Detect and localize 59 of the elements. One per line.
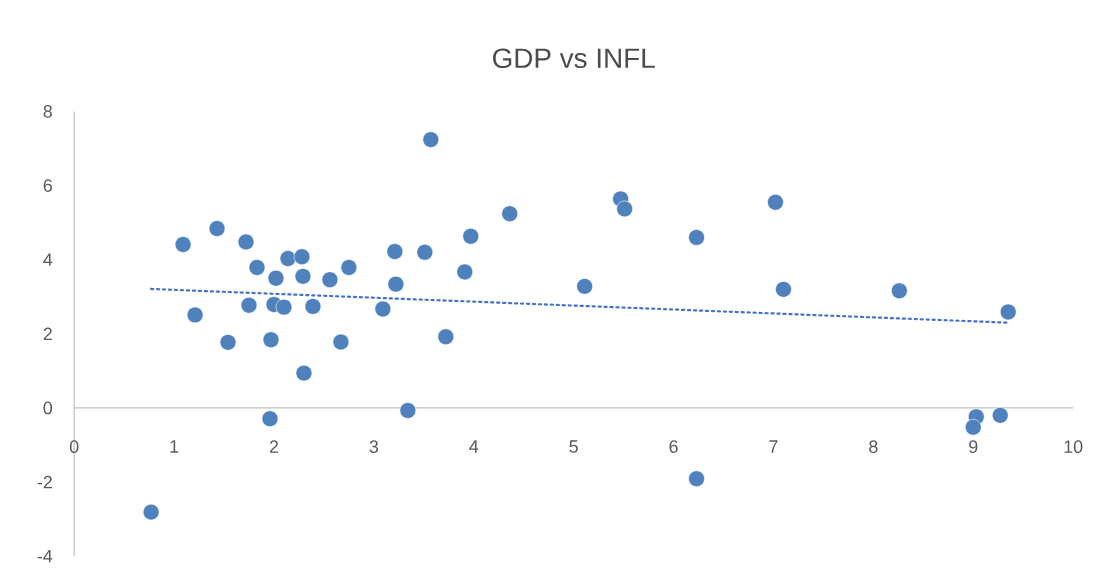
point bbox=[279, 250, 297, 267]
point bbox=[416, 243, 434, 261]
x-tick-label: 0 bbox=[69, 440, 79, 453]
point bbox=[304, 298, 322, 315]
point bbox=[576, 278, 593, 295]
point bbox=[891, 282, 908, 300]
y-tick-label: 2 bbox=[43, 327, 52, 341]
y-tick-label: 0 bbox=[43, 401, 53, 415]
point bbox=[399, 402, 417, 419]
x-tick-label: 9 bbox=[969, 440, 978, 453]
point bbox=[688, 229, 705, 246]
y-tick-label: 6 bbox=[43, 179, 52, 192]
point bbox=[186, 306, 204, 324]
point bbox=[261, 410, 279, 427]
y-tick-label: -4 bbox=[37, 549, 53, 563]
y-tick-label: -2 bbox=[37, 475, 52, 489]
point bbox=[208, 220, 226, 237]
chart-title: GDP vs INFL bbox=[493, 48, 655, 69]
x-tick-label: 6 bbox=[669, 440, 678, 453]
point bbox=[999, 303, 1017, 321]
point bbox=[767, 193, 784, 211]
point bbox=[294, 268, 312, 285]
point bbox=[248, 259, 266, 276]
y-tick-label: 4 bbox=[43, 253, 53, 266]
x-tick-label: 2 bbox=[269, 440, 279, 453]
point bbox=[267, 269, 285, 287]
point bbox=[437, 328, 455, 345]
x-tick-label: 10 bbox=[1064, 440, 1083, 453]
point bbox=[387, 275, 405, 293]
point bbox=[456, 263, 474, 281]
point bbox=[174, 236, 192, 253]
y-tick-label: 8 bbox=[43, 105, 52, 118]
point bbox=[275, 298, 293, 316]
point bbox=[964, 418, 982, 436]
point bbox=[295, 364, 313, 382]
point bbox=[374, 300, 392, 318]
point bbox=[262, 331, 280, 348]
x-tick-label: 4 bbox=[469, 440, 479, 453]
point bbox=[332, 333, 350, 351]
point bbox=[321, 271, 339, 288]
point bbox=[501, 205, 518, 222]
point bbox=[462, 228, 480, 245]
point bbox=[616, 200, 633, 218]
point bbox=[386, 243, 404, 260]
point bbox=[688, 470, 705, 487]
point bbox=[293, 248, 311, 265]
point bbox=[991, 407, 1009, 424]
x-tick-label: 7 bbox=[769, 440, 778, 453]
point bbox=[775, 281, 792, 298]
point bbox=[142, 503, 160, 521]
x-tick-label: 8 bbox=[869, 440, 878, 453]
point bbox=[422, 131, 440, 148]
point bbox=[340, 259, 358, 276]
point bbox=[219, 334, 237, 351]
point bbox=[237, 233, 255, 251]
point bbox=[240, 296, 258, 314]
x-tick-label: 5 bbox=[569, 440, 578, 453]
x-tick-label: 3 bbox=[369, 440, 379, 453]
x-tick-label: 1 bbox=[170, 440, 179, 453]
